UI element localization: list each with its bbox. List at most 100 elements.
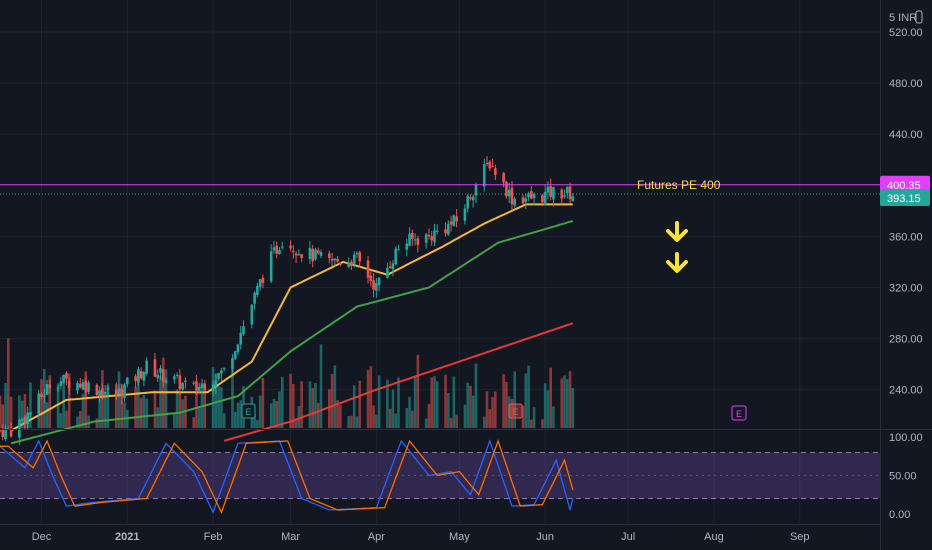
volume-bar: [560, 378, 564, 428]
time-axis[interactable]: Dec 2021 Feb Mar Apr May Jun Jul Aug Sep: [32, 531, 810, 543]
volume-bar: [300, 381, 303, 428]
candle-body: [280, 246, 284, 248]
price-tick-label: 360.00: [889, 231, 923, 243]
candle-body: [103, 391, 107, 394]
candle-body: [449, 221, 453, 225]
volume-bar: [527, 365, 530, 428]
volume-bar: [195, 390, 198, 428]
candle-body: [339, 263, 342, 265]
volume-bar: [87, 415, 90, 428]
candle-body: [137, 369, 140, 383]
volume-bar: [117, 371, 121, 428]
candle-body: [471, 196, 475, 201]
candle-body: [413, 239, 417, 241]
volume-bar: [233, 411, 237, 428]
volume-bar: [1, 404, 5, 428]
candle-body: [427, 235, 431, 237]
time-tick-label: Feb: [204, 531, 223, 543]
volume-bar: [350, 415, 353, 428]
price-tick-label: 320.00: [889, 282, 923, 294]
candle-body: [350, 262, 353, 267]
volume-bar: [217, 386, 220, 428]
candle-body: [328, 253, 331, 258]
earnings-icon[interactable]: E: [241, 403, 256, 419]
candle-body: [159, 368, 162, 373]
volume-bar: [159, 375, 162, 428]
volume-bar: [433, 376, 436, 428]
candle-body: [430, 236, 433, 241]
time-tick-label: Dec: [32, 531, 52, 543]
volume-bar: [280, 376, 284, 428]
moving-average-mid: [10, 220, 574, 445]
candle-body: [455, 216, 458, 222]
candle-body: [491, 166, 494, 168]
candle-body: [192, 382, 196, 384]
volume-bar: [463, 404, 467, 428]
oscillator-axis[interactable]: 100.00 50.00 0.00: [889, 432, 923, 521]
candle-body: [161, 369, 165, 382]
price-tick-label: 440.00: [889, 129, 923, 141]
candle-body: [388, 266, 392, 269]
volume-bar: [532, 407, 536, 428]
price-tick-label: 520.00: [889, 27, 923, 39]
volume-bar: [156, 407, 160, 428]
candle-body: [9, 429, 13, 437]
volume-bar: [123, 402, 126, 428]
candle-body: [408, 233, 411, 246]
oscillator-d-line: [0, 439, 574, 514]
moving-averages: [10, 203, 574, 445]
volume-bar: [137, 370, 140, 428]
candle-body: [87, 382, 90, 392]
candle-body: [347, 262, 350, 267]
volume-bar: [181, 399, 184, 428]
candle-body: [239, 332, 243, 345]
currency-label[interactable]: 5 INR: [889, 12, 917, 24]
volume-bar: [521, 405, 525, 428]
moving-average-fast: [10, 203, 573, 432]
volume-bar: [173, 412, 176, 428]
candle-body: [211, 383, 215, 392]
candle-body: [333, 258, 337, 261]
candle-body: [1, 428, 5, 438]
volume-bar: [67, 373, 71, 428]
volume-bar: [231, 360, 234, 428]
candle-body: [78, 384, 82, 388]
volume-bar: [408, 396, 411, 428]
volume-bar: [339, 404, 342, 428]
price-axis[interactable]: 520.00 480.00 440.00 360.00 320.00 280.00 240.…: [889, 27, 923, 397]
candle-body: [289, 245, 292, 249]
volume-bar: [200, 392, 204, 428]
candle-body: [563, 195, 566, 197]
volume-bar: [505, 382, 508, 428]
candle-body: [18, 419, 21, 438]
volume-bar: [565, 379, 569, 428]
volume-bar: [29, 382, 32, 428]
volume-bar: [308, 381, 312, 428]
price-tick-label: 480.00: [889, 78, 923, 90]
volume-bar: [103, 392, 107, 428]
currency-menu-icon[interactable]: [915, 10, 923, 24]
volume-bar: [76, 416, 79, 428]
earnings-icon[interactable]: E: [508, 403, 523, 419]
volume-bar: [386, 379, 389, 428]
candle-body: [549, 186, 552, 198]
volume-bar: [9, 396, 13, 428]
candle-body: [184, 380, 187, 382]
candle-body: [84, 380, 88, 393]
candle-body: [145, 360, 148, 374]
volume-bar: [474, 363, 478, 428]
volume-bar: [98, 390, 101, 428]
volume-bar: [552, 406, 555, 428]
volume-bar: [311, 387, 315, 428]
candle-body: [98, 390, 101, 396]
candle-body: [253, 292, 256, 304]
candle-body: [142, 371, 146, 381]
candle-body: [217, 372, 220, 379]
annotation-label[interactable]: Futures PE 400: [637, 178, 721, 192]
volume-bar: [78, 410, 82, 428]
volume-bar: [469, 385, 472, 428]
time-tick-label: May: [449, 531, 470, 543]
earnings-icon[interactable]: E: [731, 405, 747, 421]
volume-bar: [114, 384, 118, 428]
